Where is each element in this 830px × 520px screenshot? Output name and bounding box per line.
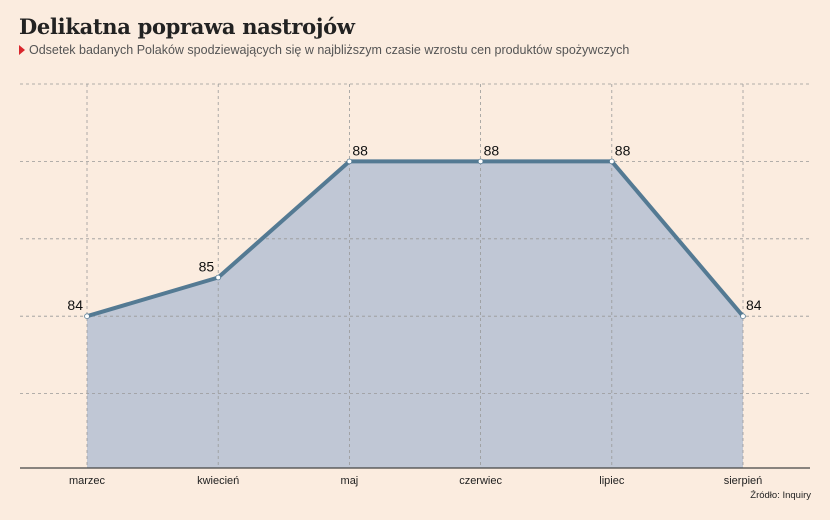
chart-title: Delikatna poprawa nastrojów [19,14,355,39]
data-point [740,313,746,320]
x-tick-label: kwiecień [197,475,239,487]
series-area [87,161,743,468]
x-tick-label: marzec [69,475,106,487]
chart-subtitle-text: Odsetek badanych Polaków spodziewających… [29,43,630,57]
data-label: 88 [352,142,368,158]
data-label: 85 [199,259,215,275]
data-point [84,313,90,320]
x-tick-label: lipiec [599,475,625,487]
data-point [608,158,615,165]
x-tick-label: czerwiec [459,475,502,487]
x-tick-label: maj [341,475,359,487]
data-label: 84 [746,297,762,313]
data-label: 84 [67,297,83,313]
chart-subtitle: Odsetek badanych Polaków spodziewających… [19,43,629,57]
source-note: Źródło: Inquiry [750,490,811,501]
red-triangle-icon [19,45,25,55]
x-tick-label: sierpień [724,475,763,487]
data-label: 88 [615,142,631,158]
data-label: 88 [484,142,500,158]
data-point [346,158,353,165]
data-point [215,274,222,281]
data-point [477,158,484,165]
series-line [86,159,745,319]
